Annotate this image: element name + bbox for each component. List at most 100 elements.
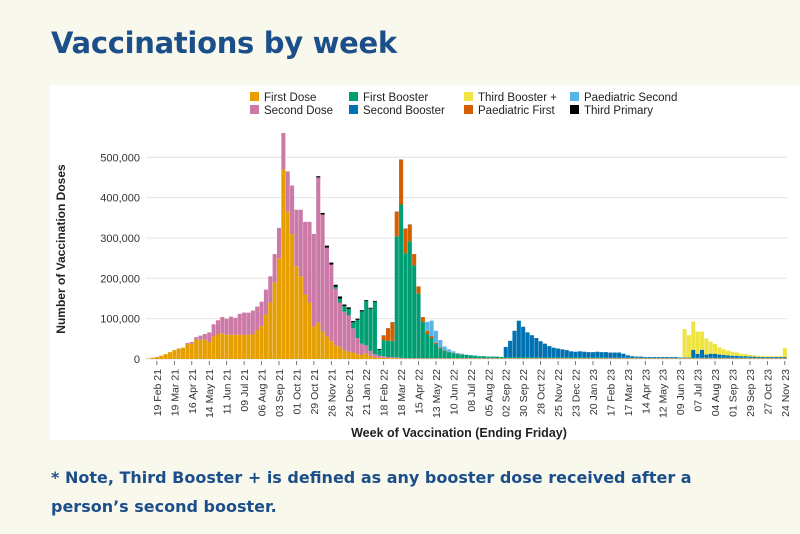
bar-segment	[774, 356, 779, 357]
bar-segment	[346, 315, 351, 352]
bar-segment	[473, 355, 478, 359]
bar-segment	[390, 340, 395, 357]
bar-segment	[460, 354, 465, 359]
bar-segment	[743, 356, 748, 358]
x-tick-label: 06 Aug 21	[257, 369, 269, 416]
bar-segment	[338, 346, 343, 359]
bar-segment	[403, 253, 408, 359]
bar-segment	[364, 345, 369, 354]
x-tick-label: 03 Sep 21	[274, 369, 286, 417]
y-tick-label: 0	[134, 354, 140, 366]
bar-segment	[368, 308, 373, 351]
x-tick-label: 11 Jun 21	[222, 369, 234, 415]
bar-segment	[726, 350, 731, 356]
bar-segment	[281, 133, 286, 170]
page-title: Vaccinations by week	[51, 26, 397, 60]
bar-segment	[364, 300, 369, 346]
bar-segment	[202, 339, 207, 359]
bar-segment	[429, 336, 434, 339]
bar-segment	[708, 341, 713, 354]
bar-segment	[569, 351, 574, 358]
legend-swatch	[250, 105, 259, 114]
bar-segment	[385, 356, 391, 359]
y-axis: 0 100,000 200,000 300,000 400,000 500,000	[100, 152, 140, 366]
bar-segment	[316, 176, 321, 178]
x-tick-label: 13 May 22	[431, 369, 443, 418]
bar-segment	[381, 336, 386, 341]
bar-segment	[172, 350, 177, 359]
bar-segment	[499, 356, 504, 359]
bar-segment	[399, 357, 404, 359]
bar-segment	[390, 322, 395, 341]
bar-segment	[660, 356, 665, 358]
legend-swatch	[349, 92, 358, 101]
bar-segment	[556, 348, 561, 358]
bar-segment	[263, 289, 268, 315]
bar-segment	[425, 321, 430, 331]
bar-segment	[342, 304, 347, 307]
bar-segment	[682, 329, 687, 358]
bar-segment	[739, 356, 744, 358]
bar-segment	[359, 311, 364, 344]
x-tick-label: 08 Jul 22	[466, 369, 478, 412]
bar-segment	[181, 347, 186, 359]
x-tick-label: 28 Oct 22	[536, 369, 548, 415]
bar-segment	[425, 330, 430, 334]
legend-label: Second Booster	[363, 105, 445, 117]
bar-segment	[747, 354, 752, 357]
bar-segment	[416, 286, 421, 294]
bar-segment	[564, 357, 569, 359]
bar-segment	[595, 351, 600, 358]
bar-segment	[656, 356, 661, 358]
bar-segment	[154, 356, 159, 359]
legend-swatch	[570, 92, 579, 101]
y-tick-label: 400,000	[100, 193, 140, 205]
bar-segment	[756, 355, 761, 357]
bar-segment	[451, 353, 456, 359]
bar-segment	[704, 338, 709, 355]
bar-segment	[586, 352, 591, 358]
bar-segment	[320, 214, 325, 332]
bar-segment	[207, 342, 212, 359]
bar-segment	[573, 351, 578, 358]
bar-segment	[403, 229, 408, 254]
bar-segment	[638, 356, 643, 358]
bar-segment	[250, 310, 255, 334]
bar-segment	[743, 354, 748, 357]
bar-segment	[551, 357, 556, 359]
bar-segment	[381, 356, 386, 358]
bar-segment	[399, 204, 404, 358]
bar-segment	[351, 321, 356, 323]
bar-segment	[211, 324, 216, 337]
bar-segment	[303, 294, 308, 359]
bar-segment	[556, 357, 561, 359]
bar-segment	[564, 350, 569, 358]
bar-segment	[521, 356, 526, 359]
bar-segment	[167, 352, 173, 359]
bar-segment	[577, 351, 582, 358]
bar-segment	[342, 350, 347, 359]
legend-swatch	[349, 105, 358, 114]
bar-segment	[713, 353, 718, 358]
bar-segment	[224, 334, 229, 359]
x-axis: 19 Feb 21 19 Mar 21 16 Apr 21 14 May 21 11 J…	[152, 361, 792, 418]
bar-segment	[695, 331, 700, 354]
bar-segment	[534, 338, 539, 358]
bar-segment	[229, 334, 234, 359]
bar-segment	[307, 302, 312, 359]
bar-segment	[608, 352, 613, 358]
bar-segment	[778, 356, 783, 358]
bar-segment	[198, 339, 203, 359]
bar-segment	[237, 313, 242, 335]
x-tick-label: 15 Apr 22	[414, 369, 426, 414]
bar-segment	[324, 247, 329, 337]
chart-panel: First Dose First Booster Third Booster + Pa…	[50, 85, 800, 440]
bar-segment	[433, 344, 439, 359]
bar-segment	[521, 326, 526, 357]
y-axis-label: Number of Vaccination Doses	[54, 164, 68, 334]
bar-segment	[272, 282, 277, 359]
bar-segment	[542, 357, 548, 359]
bar-segment	[508, 356, 513, 359]
bar-segment	[263, 314, 268, 359]
bar-segment	[625, 355, 630, 358]
